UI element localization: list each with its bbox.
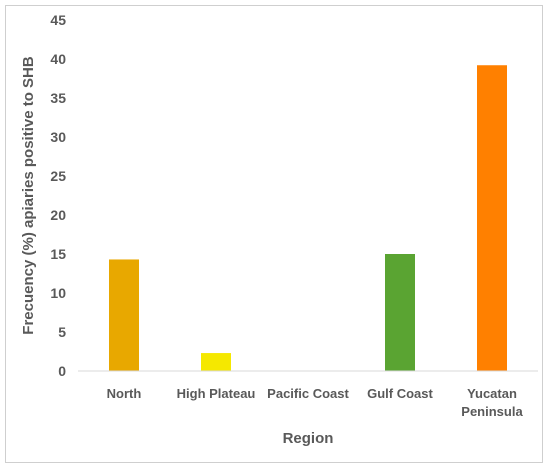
y-tick-label: 40 xyxy=(50,51,66,67)
y-axis-title: Frecuency (%) apiaries positive to SHB xyxy=(20,56,37,335)
x-tick-label: Yucatan Peninsula xyxy=(461,386,523,419)
y-tick-label: 5 xyxy=(58,324,66,340)
x-tick-label: Pacific Coast xyxy=(267,386,349,401)
x-axis-title: Region xyxy=(283,430,334,447)
y-tick-label: 45 xyxy=(50,12,66,28)
y-tick-label: 10 xyxy=(50,285,66,301)
y-tick-label: 35 xyxy=(50,90,66,106)
bars xyxy=(109,65,507,372)
x-tick-label: Gulf Coast xyxy=(367,386,433,401)
y-tick-label: 15 xyxy=(50,246,66,262)
x-tick-label: High Plateau xyxy=(177,386,256,401)
y-tick-label: 20 xyxy=(50,207,66,223)
y-tick-label: 30 xyxy=(50,129,66,145)
x-tick-label: North xyxy=(107,386,142,401)
y-tick-label: 25 xyxy=(50,168,66,184)
bar-high-plateau xyxy=(201,353,231,371)
bar-yucatan-peninsula xyxy=(477,65,507,372)
chart-frame xyxy=(5,5,543,463)
bar-north xyxy=(109,259,139,371)
y-axis: 0 5 10 15 20 25 30 35 40 45 xyxy=(50,12,66,379)
x-axis-tick-labels: North High Plateau Pacific Coast Gulf Coast… xyxy=(107,386,524,419)
y-tick-label: 0 xyxy=(58,363,66,379)
bar-gulf-coast xyxy=(385,254,415,371)
